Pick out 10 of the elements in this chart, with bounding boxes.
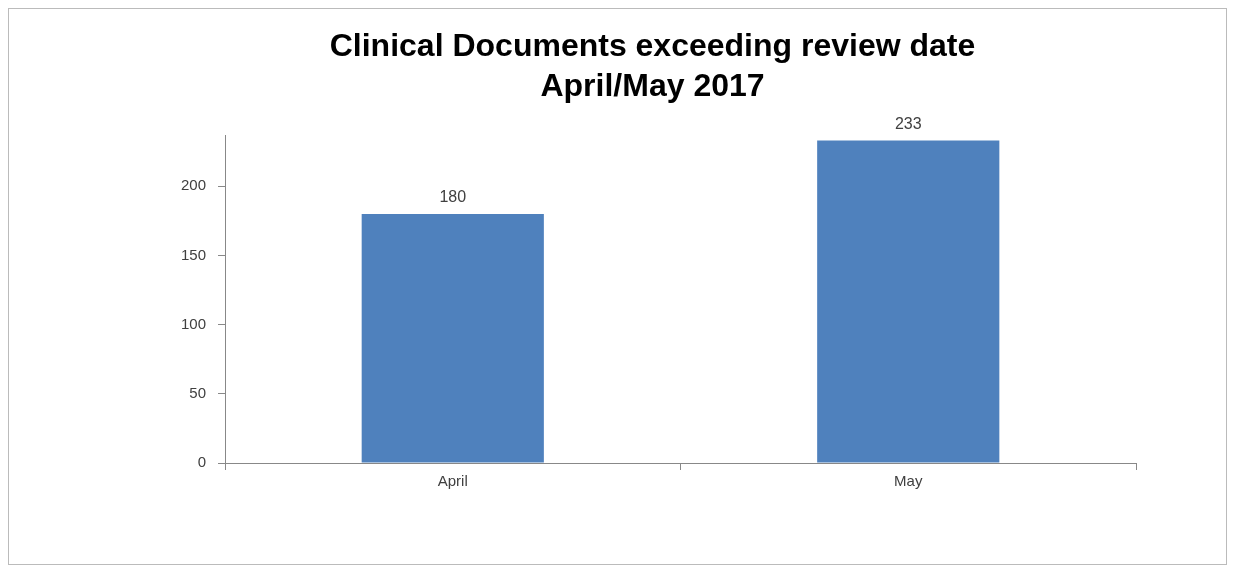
x-tick-label: April <box>437 472 468 490</box>
x-tick-label: May <box>894 472 923 490</box>
y-tick-label: 150 <box>181 245 207 263</box>
chart-title: Clinical Documents exceeding review date April/May 2017 <box>329 26 976 103</box>
y-tick-label: 100 <box>181 314 207 332</box>
data-label: 180 <box>439 188 467 206</box>
data-label: 233 <box>894 114 922 132</box>
y-tick-label: 200 <box>181 176 207 194</box>
y-tick-label: 50 <box>189 383 207 401</box>
y-tick-label: 0 <box>197 453 207 471</box>
